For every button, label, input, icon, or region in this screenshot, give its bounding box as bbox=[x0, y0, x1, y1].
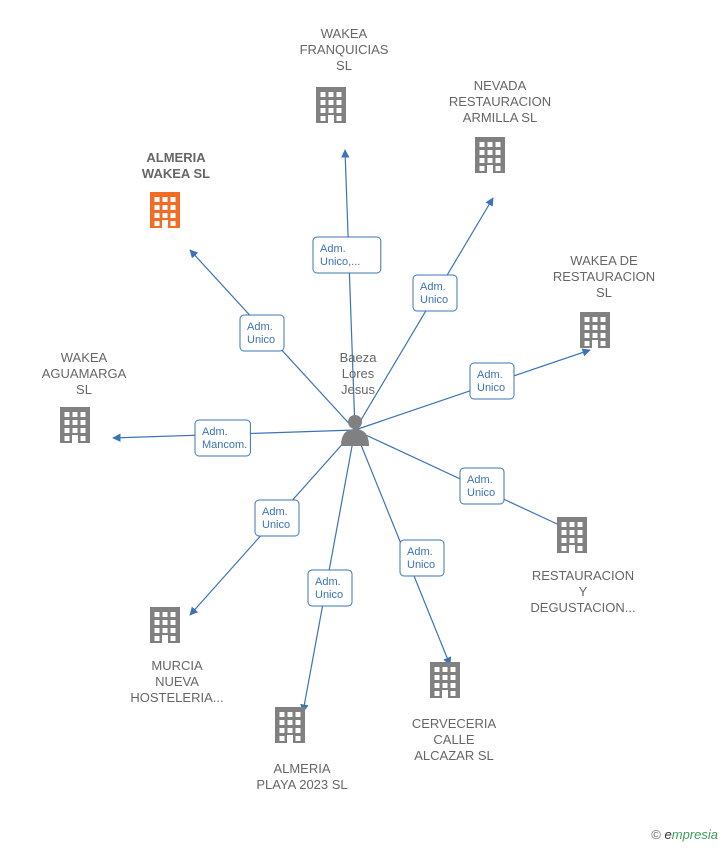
building-icon bbox=[150, 192, 180, 228]
node-label: WAKEAAGUAMARGASL bbox=[42, 350, 127, 397]
node-label: ALMERIAWAKEA SL bbox=[142, 150, 210, 181]
edge-label: Adm.Unico bbox=[247, 321, 275, 346]
edge-label: Adm.Unico bbox=[407, 546, 435, 571]
building-icon bbox=[316, 87, 346, 123]
building-icon bbox=[475, 137, 505, 173]
edge-label: Adm.Unico bbox=[262, 506, 290, 531]
edge-label: Adm.Unico bbox=[467, 474, 495, 499]
building-icon bbox=[580, 312, 610, 348]
building-icon bbox=[557, 517, 587, 553]
edge-label: Adm.Unico bbox=[420, 281, 448, 306]
building-icon bbox=[430, 662, 460, 698]
node-label: NEVADARESTAURACIONARMILLA SL bbox=[449, 78, 551, 125]
copyright-symbol: © bbox=[651, 827, 661, 842]
copyright: © empresia bbox=[651, 827, 718, 842]
node-label: MURCIANUEVAHOSTELERIA... bbox=[130, 658, 223, 705]
edge-label: Adm.Unico bbox=[315, 576, 343, 601]
edge-label: Adm.Unico bbox=[477, 369, 505, 394]
building-icon bbox=[150, 607, 180, 643]
node-label: CERVECERIACALLEALCAZAR SL bbox=[412, 716, 497, 763]
node-label: ALMERIAPLAYA 2023 SL bbox=[256, 761, 347, 792]
building-icon bbox=[275, 707, 305, 743]
node-label: WAKEA DERESTAURACIONSL bbox=[553, 253, 655, 300]
brand-name: empresia bbox=[665, 827, 718, 842]
network-diagram: Adm.UnicoAdm.Unico,...Adm.UnicoAdm.Unico… bbox=[0, 0, 728, 850]
building-icon bbox=[60, 407, 90, 443]
center-node-label: BaezaLoresJesus bbox=[340, 350, 378, 397]
node-label: WAKEAFRANQUICIASSL bbox=[300, 26, 389, 73]
node-label: RESTAURACIONYDEGUSTACION... bbox=[530, 568, 635, 615]
